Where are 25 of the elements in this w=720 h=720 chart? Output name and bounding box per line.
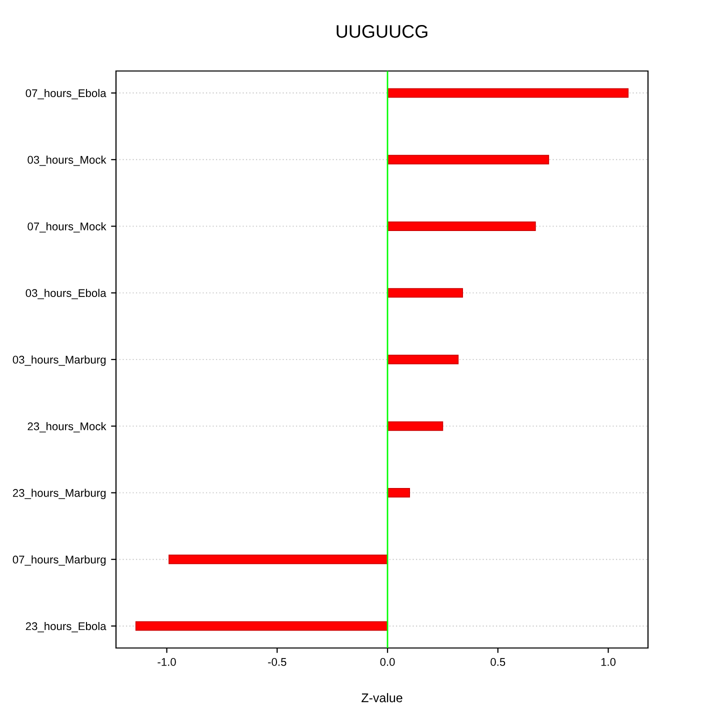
- y-tick-label: 03_hours_Marburg: [12, 355, 106, 366]
- y-tick-label: 23_hours_Marburg: [12, 488, 106, 500]
- y-tick-label: 03_hours_Mock: [28, 156, 106, 166]
- bar: [387, 221, 536, 231]
- x-tick-label: 1.0: [601, 658, 616, 666]
- bar: [387, 154, 550, 164]
- bar: [387, 88, 629, 98]
- bar: [387, 488, 410, 498]
- bar: [168, 554, 388, 564]
- bar: [387, 288, 463, 298]
- x-tick-label: -0.5: [268, 658, 286, 666]
- x-tick-label: 0.0: [380, 658, 395, 666]
- x-tick-label: -1.0: [158, 658, 176, 666]
- y-tick-label: 23_hours_Mock: [28, 422, 106, 432]
- y-tick-label: 07_hours_Marburg: [12, 555, 106, 566]
- bar: [135, 621, 388, 631]
- y-tick-label: 03_hours_Ebola: [26, 288, 106, 300]
- y-tick-label: 23_hours_Ebola: [26, 622, 106, 632]
- y-tick-label: 07_hours_Mock: [28, 222, 106, 232]
- chart-title: UUGUUCG: [336, 25, 428, 38]
- x-axis-title: Z-value: [362, 693, 402, 702]
- bar: [387, 354, 459, 364]
- bar: [387, 421, 444, 431]
- x-tick-label: 0.5: [490, 658, 506, 666]
- y-tick-label: 07_hours_Ebola: [26, 88, 106, 100]
